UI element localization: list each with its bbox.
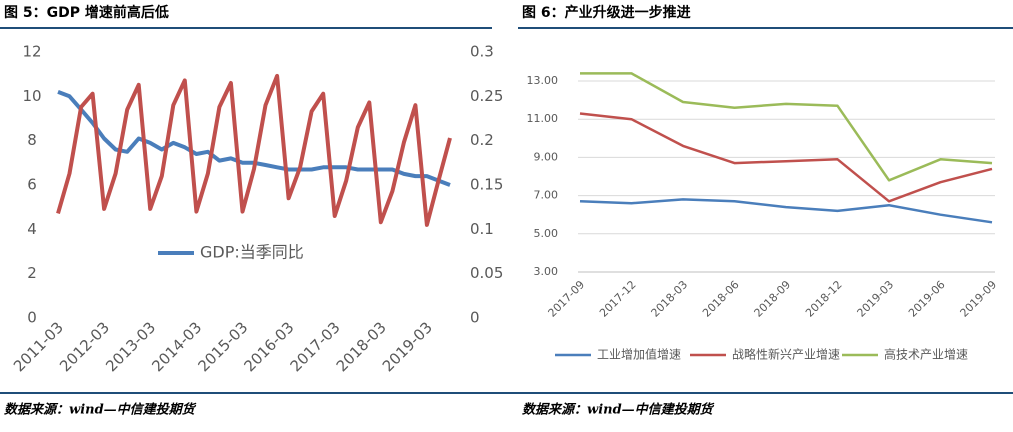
y-tick-label: 4 bbox=[27, 220, 37, 238]
y-tick-label: 9.00 bbox=[534, 150, 559, 163]
x-tick-label: 2013-03 bbox=[102, 318, 159, 375]
x-tick-label: 2012-03 bbox=[56, 318, 113, 375]
x-tick-label: 2018-03 bbox=[649, 278, 691, 320]
y2-tick-label: 0.15 bbox=[470, 176, 503, 194]
x-tick-label: 2019-06 bbox=[906, 278, 948, 320]
x-tick-label: 2018-09 bbox=[752, 278, 794, 320]
y-tick-label: 12 bbox=[22, 43, 41, 61]
x-tick-label: 2019-03 bbox=[855, 278, 897, 320]
y-tick-label: 7.00 bbox=[534, 189, 559, 202]
y-tick-label: 5.00 bbox=[534, 227, 559, 240]
y-tick-label: 11.00 bbox=[527, 112, 559, 125]
y2-tick-label: 0 bbox=[470, 309, 480, 327]
legend-label: 战略性新兴产业增速 bbox=[732, 347, 840, 362]
legend-label: GDP:当季同比 bbox=[200, 243, 304, 262]
y-tick-label: 8 bbox=[27, 131, 37, 149]
x-tick-label: 2014-03 bbox=[148, 318, 205, 375]
x-tick-label: 2018-06 bbox=[700, 278, 742, 320]
y2-tick-label: 0.3 bbox=[470, 43, 494, 61]
series-line bbox=[579, 198, 993, 224]
x-tick-label: 2017-12 bbox=[597, 278, 639, 320]
y-tick-label: 6 bbox=[27, 176, 37, 194]
chart-title: 图 5：GDP 增速前高后低 bbox=[4, 4, 169, 21]
x-tick-label: 2017-03 bbox=[287, 318, 344, 375]
legend-label: 高技术产业增速 bbox=[884, 347, 968, 362]
y2-tick-label: 0.25 bbox=[470, 87, 503, 105]
y-tick-label: 3.00 bbox=[534, 265, 559, 278]
x-tick-label: 2017-09 bbox=[546, 278, 588, 320]
y2-tick-label: 0.1 bbox=[470, 220, 494, 238]
y-tick-label: 10 bbox=[22, 87, 41, 105]
x-tick-label: 2011-03 bbox=[10, 318, 67, 375]
source-note: 数据来源：wind—中信建投期货 bbox=[4, 402, 197, 418]
x-tick-label: 2019-09 bbox=[958, 278, 1000, 320]
y-tick-label: 2 bbox=[27, 264, 37, 282]
legend-label: 工业增加值增速 bbox=[597, 347, 681, 362]
source-note: 数据来源：wind—中信建投期货 bbox=[522, 402, 715, 418]
x-tick-label: 2015-03 bbox=[194, 318, 251, 375]
chart-title: 图 6：产业升级进一步推进 bbox=[522, 4, 691, 21]
y-tick-label: 0 bbox=[27, 309, 37, 327]
y2-tick-label: 0.2 bbox=[470, 131, 494, 149]
x-tick-label: 2019-03 bbox=[379, 318, 436, 375]
series-line bbox=[579, 112, 993, 203]
x-tick-label: 2018-03 bbox=[333, 318, 390, 375]
y-tick-label: 13.00 bbox=[527, 74, 559, 87]
series-line bbox=[56, 73, 452, 227]
series-line bbox=[580, 72, 993, 182]
y2-tick-label: 0.05 bbox=[470, 264, 503, 282]
x-tick-label: 2016-03 bbox=[241, 318, 298, 375]
x-tick-label: 2018-12 bbox=[803, 278, 845, 320]
